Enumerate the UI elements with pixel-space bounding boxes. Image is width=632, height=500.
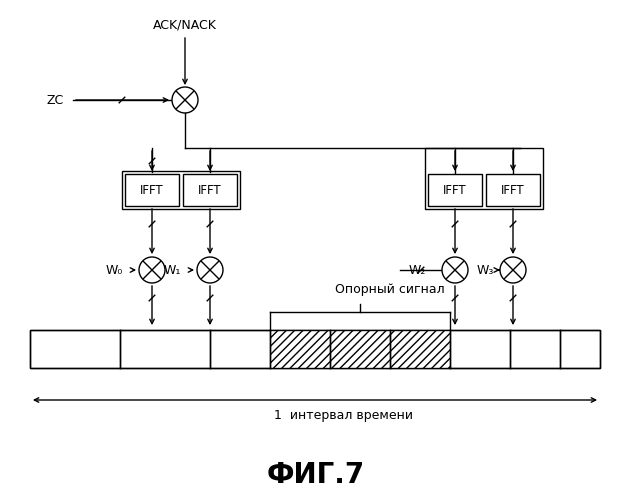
Bar [428, 174, 482, 206]
Text: ACK/NACK: ACK/NACK [153, 18, 217, 32]
Text: IFFT: IFFT [443, 184, 467, 196]
Text: W₁: W₁ [163, 264, 181, 276]
Text: W₃: W₃ [477, 264, 494, 276]
Bar [330, 330, 390, 368]
Text: 1  интервал времени: 1 интервал времени [274, 410, 413, 422]
Bar [30, 330, 600, 368]
Bar [390, 330, 450, 368]
Circle shape [500, 257, 526, 283]
Circle shape [197, 257, 223, 283]
Bar [270, 330, 330, 368]
Text: ZC: ZC [46, 94, 64, 106]
Bar [30, 330, 600, 368]
Text: IFFT: IFFT [501, 184, 525, 196]
Bar [183, 174, 237, 206]
Bar [486, 174, 540, 206]
Circle shape [139, 257, 165, 283]
Text: Опорный сигнал: Опорный сигнал [335, 284, 445, 296]
Circle shape [172, 87, 198, 113]
Text: IFFT: IFFT [140, 184, 164, 196]
Text: IFFT: IFFT [198, 184, 222, 196]
Text: W₂: W₂ [408, 264, 426, 276]
Text: W₀: W₀ [106, 264, 123, 276]
Text: ФИГ.7: ФИГ.7 [267, 461, 365, 489]
Bar [122, 171, 240, 209]
Circle shape [442, 257, 468, 283]
Bar [425, 148, 543, 209]
Bar [125, 174, 179, 206]
